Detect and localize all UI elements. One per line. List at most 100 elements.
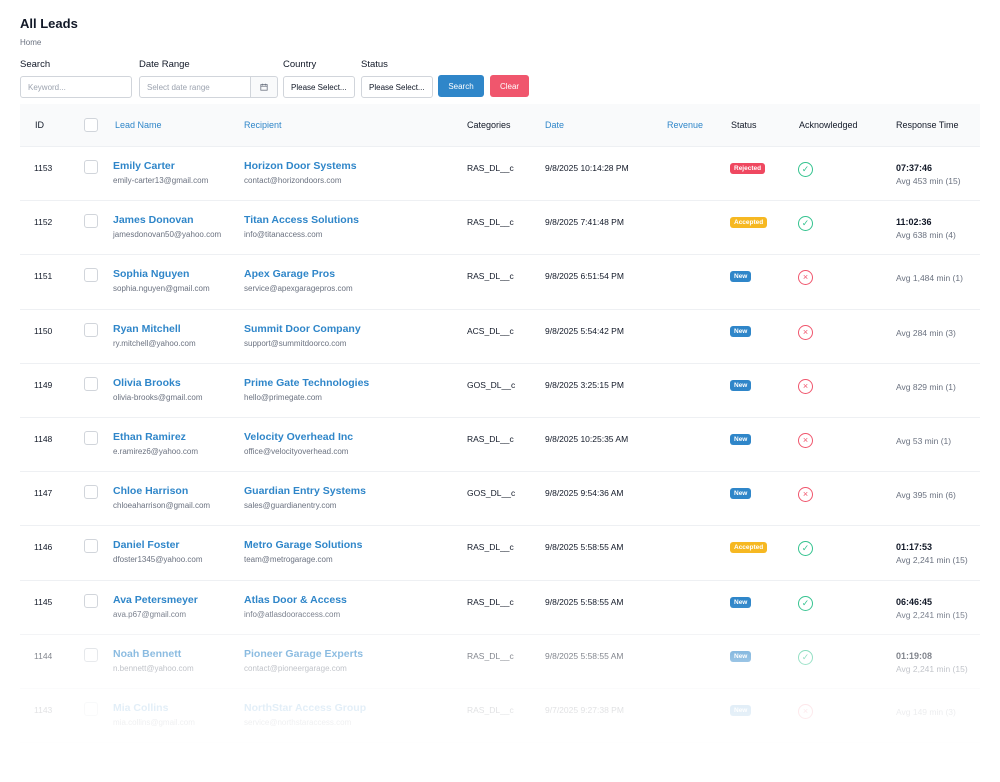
lead-name-link[interactable]: Ethan Ramirez — [113, 430, 186, 443]
lead-date: 9/7/2025 9:27:38 PM — [545, 704, 624, 715]
lead-id: 1152 — [34, 217, 53, 228]
row-checkbox[interactable] — [84, 214, 98, 229]
row-checkbox[interactable] — [84, 430, 98, 445]
col-categories: Categories — [467, 120, 511, 130]
lead-date: 9/8/2025 7:41:48 PM — [545, 217, 624, 228]
recipient-link[interactable]: Prime Gate Technologies — [244, 376, 370, 389]
select-all-checkbox[interactable] — [84, 118, 98, 132]
lead-name-link[interactable]: Sophia Nguyen — [113, 268, 190, 281]
search-label: Search — [20, 59, 51, 70]
recipient-link[interactable]: Pioneer Garage Experts — [244, 647, 364, 660]
table-row[interactable]: 1145 Ava Petersmeyer ava.p67@gmail.com A… — [20, 581, 980, 635]
response-avg: Avg 1,484 min (1) — [896, 273, 963, 284]
check-circle-icon: ✓ — [798, 216, 813, 232]
table-row[interactable]: 1151 Sophia Nguyen sophia.nguyen@gmail.c… — [20, 255, 980, 310]
recipient-link[interactable]: Horizon Door Systems — [244, 160, 357, 172]
date-range-label: Date Range — [139, 59, 190, 70]
response-time-cell: Avg 149 min (3) — [896, 707, 956, 717]
recipient-link[interactable]: Summit Door Company — [244, 322, 361, 335]
row-checkbox[interactable] — [84, 647, 98, 662]
table-row[interactable]: 1150 Ryan Mitchell ry.mitchell@yahoo.com… — [20, 310, 980, 364]
search-button[interactable]: Search — [438, 75, 484, 97]
recipient-link[interactable]: Velocity Overhead Inc — [244, 430, 354, 443]
lead-email: chloeaharrison@gmail.com — [113, 501, 211, 511]
page-header: All Leads Home — [20, 16, 78, 47]
clear-button[interactable]: Clear — [490, 75, 529, 97]
lead-date: 9/8/2025 5:58:55 AM — [545, 542, 624, 553]
status-badge: New — [730, 596, 752, 608]
lead-name-link[interactable]: Olivia Brooks — [113, 376, 181, 389]
recipient-link[interactable]: Guardian Entry Systems — [244, 485, 366, 498]
row-checkbox[interactable] — [84, 701, 98, 716]
table-row[interactable]: 1146 Daniel Foster dfoster1345@yahoo.com… — [20, 526, 980, 581]
search-input[interactable]: Keyword... — [20, 76, 132, 98]
col-date[interactable]: Date — [545, 120, 565, 130]
table-row[interactable]: 1149 Olivia Brooks olivia-brooks@gmail.c… — [20, 364, 980, 418]
lead-email: emily-carter13@gmail.com — [113, 176, 209, 185]
status-select[interactable]: Please Select... — [361, 76, 433, 98]
date-range-input[interactable]: Select date range — [139, 76, 251, 98]
country-select[interactable]: Please Select... — [283, 76, 355, 98]
lead-name-link[interactable]: Noah Bennett — [113, 647, 182, 660]
recipient-cell: Titan Access Solutions info@titanaccess.… — [244, 214, 359, 239]
recipient-cell: Pioneer Garage Experts contact@pioneerga… — [244, 648, 363, 673]
lead-date: 9/8/2025 6:51:54 PM — [545, 271, 624, 282]
response-time: 07:37:46 — [896, 163, 933, 173]
lead-email: sophia.nguyen@gmail.com — [113, 284, 210, 294]
table-row[interactable]: 1147 Chloe Harrison chloeaharrison@gmail… — [20, 472, 980, 527]
recipient-link[interactable]: NorthStar Access Group — [244, 701, 367, 714]
lead-name-link[interactable]: Daniel Foster — [113, 539, 180, 552]
lead-id: 1150 — [34, 325, 53, 336]
response-time: 11:02:36 — [896, 217, 932, 228]
lead-cell: Sophia Nguyen sophia.nguyen@gmail.com — [113, 268, 210, 293]
lead-date: 9/8/2025 10:14:28 PM — [545, 163, 629, 173]
row-checkbox[interactable] — [84, 593, 98, 608]
lead-name-link[interactable]: Ava Petersmeyer — [113, 593, 198, 606]
x-circle-icon: × — [798, 378, 813, 394]
col-recipient[interactable]: Recipient — [244, 120, 282, 130]
table-row[interactable]: 1152 James Donovan jamesdonovan50@yahoo.… — [20, 201, 980, 256]
row-checkbox[interactable] — [84, 160, 98, 174]
table-body: 1153 Emily Carter emily-carter13@gmail.c… — [20, 147, 980, 744]
status-badge: New — [730, 379, 752, 391]
lead-cell: Emily Carter emily-carter13@gmail.com — [113, 160, 208, 185]
table-row[interactable]: 1148 Ethan Ramirez e.ramirez6@yahoo.com … — [20, 418, 980, 473]
category: RAS_DL__c — [467, 163, 514, 173]
lead-date: 9/8/2025 5:54:42 PM — [545, 325, 624, 336]
lead-date: 9/8/2025 9:54:36 AM — [545, 488, 624, 499]
lead-name-link[interactable]: Chloe Harrison — [113, 485, 189, 498]
status-badge: New — [730, 704, 752, 716]
row-checkbox[interactable] — [84, 376, 98, 391]
row-checkbox[interactable] — [84, 322, 98, 337]
response-avg: Avg 395 min (6) — [896, 490, 956, 501]
lead-name-link[interactable]: Ryan Mitchell — [113, 322, 181, 335]
response-time-cell: 07:37:46 Avg 453 min (15) — [896, 163, 961, 186]
category: RAS_DL__c — [467, 271, 514, 282]
recipient-link[interactable]: Metro Garage Solutions — [244, 539, 363, 552]
table-row[interactable]: 1153 Emily Carter emily-carter13@gmail.c… — [20, 147, 980, 202]
row-checkbox[interactable] — [84, 485, 98, 500]
table-row[interactable]: 1144 Noah Bennett n.bennett@yahoo.com Pi… — [20, 635, 980, 689]
recipient-email: info@atlasdooraccess.com — [244, 609, 341, 619]
lead-cell: James Donovan jamesdonovan50@yahoo.com — [113, 214, 221, 239]
lead-name-link[interactable]: James Donovan — [113, 214, 194, 227]
row-checkbox[interactable] — [84, 539, 98, 554]
recipient-link[interactable]: Apex Garage Pros — [244, 268, 336, 281]
category: RAS_DL__c — [467, 650, 514, 661]
row-checkbox[interactable] — [84, 268, 98, 283]
lead-email: e.ramirez6@yahoo.com — [113, 446, 199, 456]
recipient-link[interactable]: Atlas Door & Access — [244, 593, 347, 606]
col-lead-name[interactable]: Lead Name — [115, 120, 162, 130]
lead-email: n.bennett@yahoo.com — [113, 663, 194, 673]
lead-name-link[interactable]: Emily Carter — [113, 160, 175, 172]
recipient-email: support@summitdoorco.com — [244, 338, 347, 348]
col-revenue[interactable]: Revenue — [667, 120, 704, 130]
calendar-button[interactable] — [251, 76, 278, 98]
recipient-link[interactable]: Titan Access Solutions — [244, 214, 359, 227]
breadcrumb[interactable]: Home — [20, 38, 42, 47]
lead-name-link[interactable]: Mia Collins — [113, 701, 169, 714]
recipient-cell: Velocity Overhead Inc office@velocityove… — [244, 431, 353, 456]
table-row[interactable]: 1143 Mia Collins mia.collins@gmail.com N… — [20, 689, 980, 744]
country-filter: Country Please Select... — [283, 59, 355, 98]
country-label: Country — [283, 59, 317, 70]
